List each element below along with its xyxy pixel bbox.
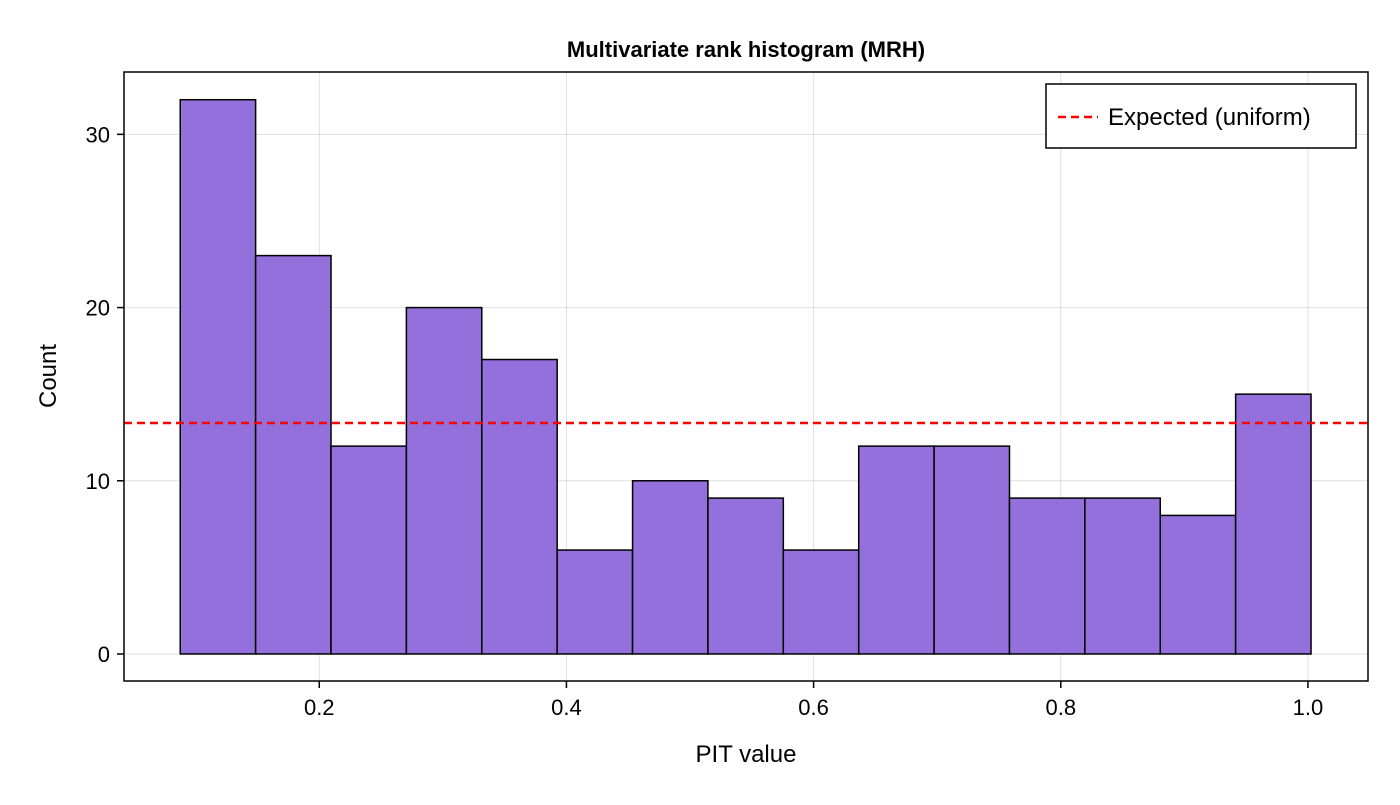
x-tick-label: 1.0 xyxy=(1293,695,1324,720)
histogram-bar xyxy=(1159,514,1237,655)
histogram-bar xyxy=(1084,497,1162,655)
x-tick-label: 0.4 xyxy=(551,695,582,720)
histogram-bar xyxy=(330,445,408,655)
histogram-bar xyxy=(631,480,709,655)
histogram-bar xyxy=(179,98,257,655)
bars xyxy=(179,98,1312,655)
ticks: 0.2 0.4 0.6 0.8 1.0 0 10 20 30 xyxy=(86,122,1324,720)
y-tick-label: 0 xyxy=(98,642,110,667)
x-axis-label: PIT value xyxy=(696,741,797,768)
histogram-bar xyxy=(1008,497,1086,655)
y-tick-label: 30 xyxy=(86,122,110,147)
plot-frame xyxy=(123,71,1369,682)
x-tick-label: 0.8 xyxy=(1045,695,1076,720)
histogram-bar xyxy=(405,306,483,655)
x-tick-label: 0.6 xyxy=(798,695,829,720)
legend-label: Expected (uniform) xyxy=(1108,104,1311,131)
legend: Expected (uniform) xyxy=(1045,83,1357,149)
y-axis-label: Count xyxy=(35,344,62,408)
y-tick-label: 20 xyxy=(86,296,110,321)
histogram-bar xyxy=(556,549,634,655)
histogram-bar xyxy=(933,445,1011,655)
y-tick-label: 10 xyxy=(86,469,110,494)
histogram-bar xyxy=(1234,393,1312,655)
chart-title: Multivariate rank histogram (MRH) xyxy=(567,37,925,62)
histogram-bar xyxy=(857,445,935,655)
histogram-bar xyxy=(707,497,785,655)
histogram-bar xyxy=(254,254,332,655)
x-tick-label: 0.2 xyxy=(304,695,335,720)
histogram-bar xyxy=(782,549,860,655)
histogram-bar xyxy=(481,358,558,655)
